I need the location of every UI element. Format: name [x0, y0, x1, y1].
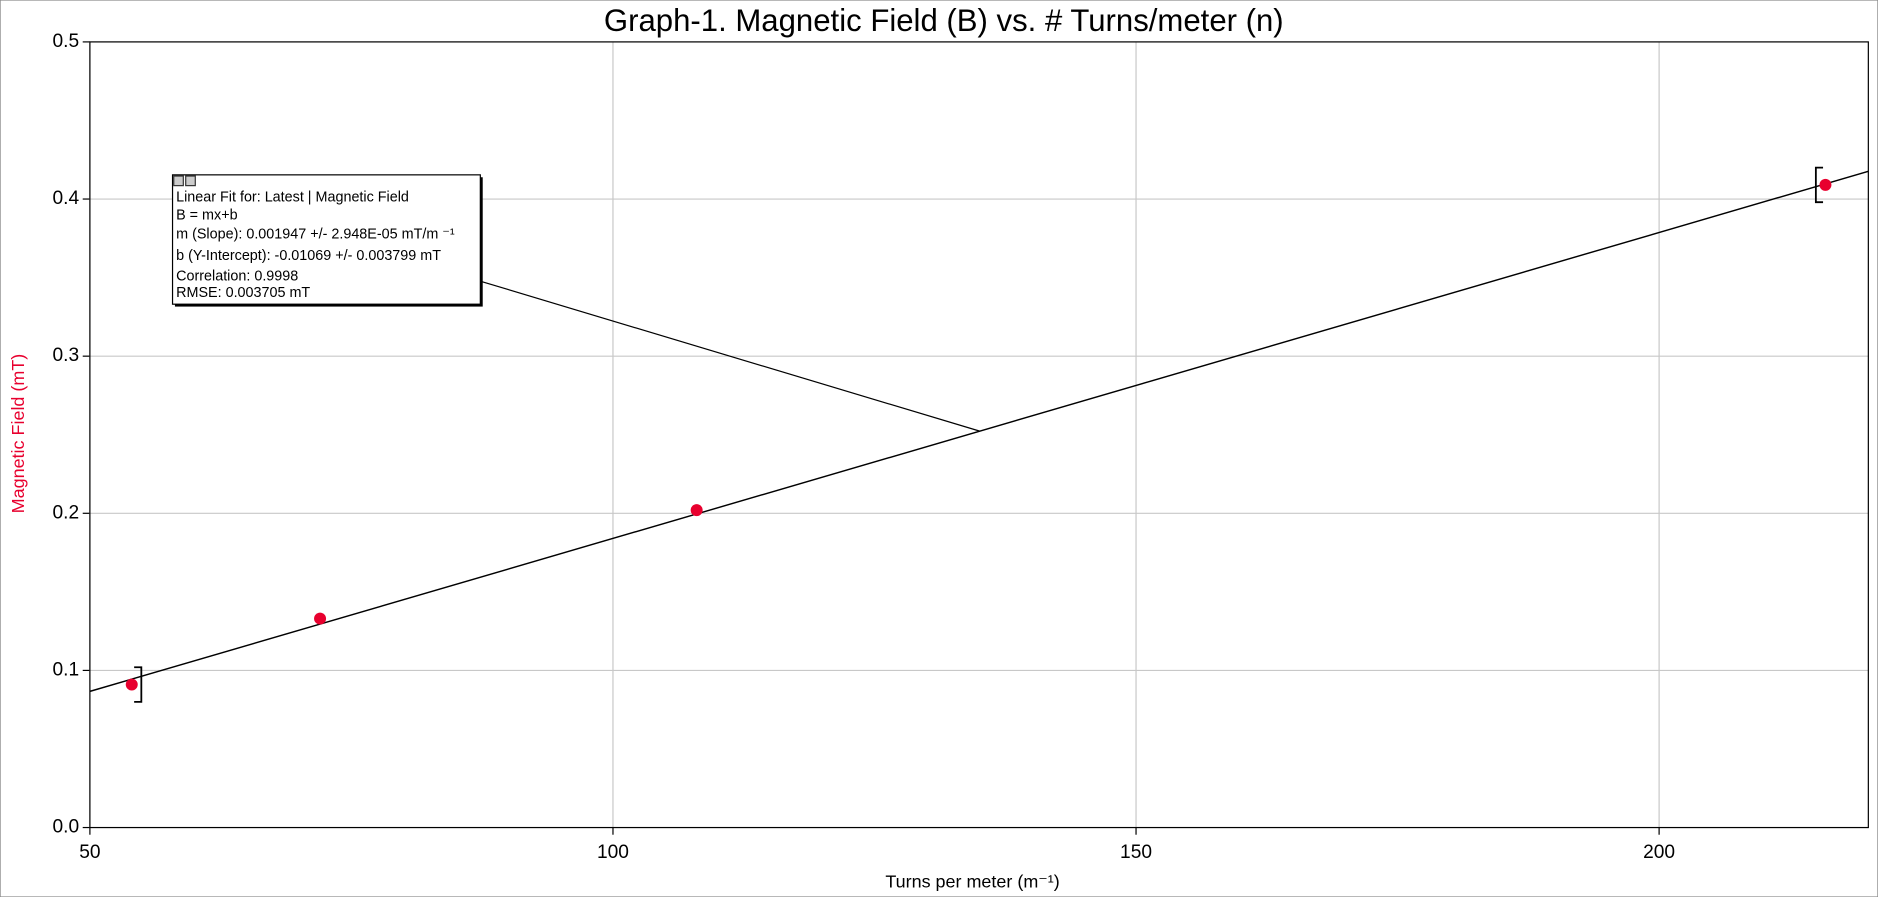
- x-tick-label: 50: [79, 842, 100, 863]
- annotation-line: Correlation: 0.9998: [176, 268, 298, 284]
- error-bar: [1814, 166, 1824, 204]
- y-axis-label: Magnetic Field (mT): [8, 354, 28, 514]
- x-axis-label: Turns per meter (m⁻¹): [885, 871, 1059, 891]
- plot-frame: [89, 41, 1869, 829]
- data-point: [125, 678, 138, 691]
- annotation-box: [171, 174, 481, 305]
- x-tick-label: 150: [1120, 842, 1152, 863]
- x-tick-label: 200: [1643, 842, 1675, 863]
- y-tick-label: 0.5: [52, 31, 79, 52]
- x-tick-label: 100: [597, 842, 629, 863]
- annotation-line: B = mx+b: [176, 207, 237, 223]
- y-tick-label: 0.3: [52, 345, 79, 366]
- annotation-line: Linear Fit for: Latest | Magnetic Field: [176, 189, 409, 205]
- annotation-line: m (Slope): 0.001947 +/- 2.948E-05 mT/m ⁻…: [176, 227, 455, 243]
- annotation-line: b (Y-Intercept): -0.01069 +/- 0.003799 m…: [176, 248, 441, 264]
- y-tick-label: 0.1: [52, 659, 79, 680]
- callout-connector: [472, 278, 980, 432]
- y-tick-label: 0.2: [52, 502, 79, 523]
- y-tick-label: 0.0: [52, 817, 79, 838]
- annotation-line: RMSE: 0.003705 mT: [176, 285, 310, 301]
- y-tick-label: 0.4: [52, 188, 79, 209]
- error-bar: [134, 666, 143, 703]
- data-point: [314, 612, 327, 625]
- data-point: [1819, 178, 1832, 191]
- minimize-icon[interactable]: [185, 175, 196, 187]
- fit-annotation: Linear Fit for: Latest | Magnetic Field B…: [171, 174, 483, 307]
- close-icon[interactable]: [173, 175, 184, 187]
- data-point: [690, 504, 703, 517]
- chart-title: Graph-1. Magnetic Field (B) vs. # Turns/…: [604, 3, 1284, 38]
